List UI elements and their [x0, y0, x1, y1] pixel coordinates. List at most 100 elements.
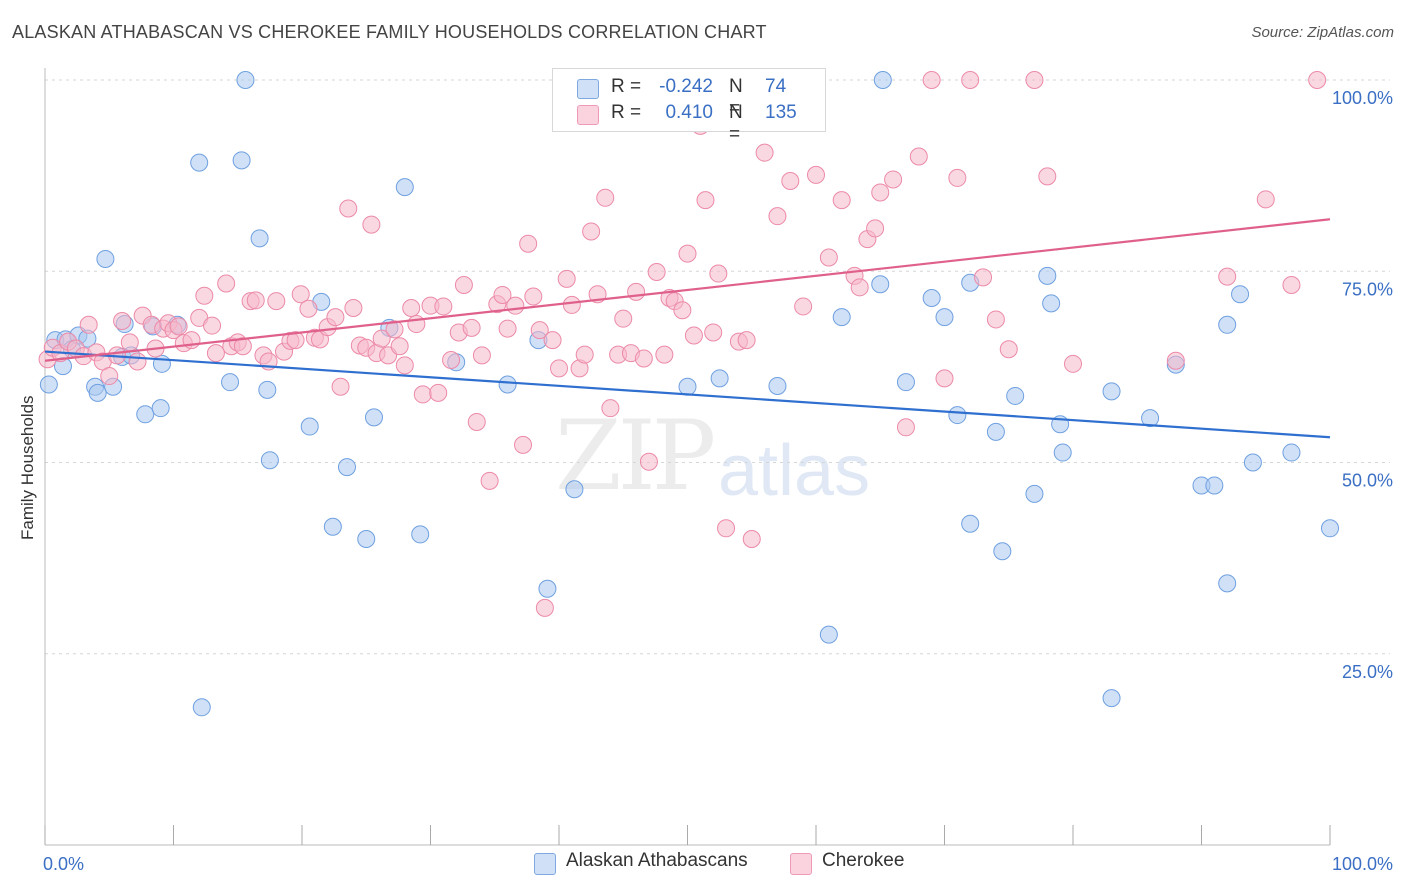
- point-cherokee: [742, 530, 761, 548]
- point-cherokee: [922, 71, 941, 89]
- point-athabascan: [986, 422, 1005, 441]
- point-cherokee: [819, 248, 838, 267]
- point-cherokee: [737, 331, 756, 350]
- legend-n-value: 74: [765, 76, 787, 97]
- point-cherokee: [267, 292, 286, 311]
- point-cherokee: [866, 219, 885, 238]
- legend-r-label: R =: [611, 76, 642, 97]
- point-athabascan: [1102, 689, 1121, 708]
- point-cherokee: [678, 244, 697, 263]
- point-cherokee: [601, 399, 620, 418]
- point-cherokee: [454, 276, 473, 295]
- point-cherokee: [203, 316, 222, 335]
- y-tick-label: 75.0%: [1342, 279, 1393, 299]
- legend-swatch-cherokee: [790, 853, 812, 875]
- point-athabascan: [411, 525, 430, 544]
- x-tick-label-left: 0.0%: [43, 854, 84, 874]
- point-cherokee: [128, 352, 147, 371]
- point-cherokee: [850, 278, 869, 297]
- point-athabascan: [678, 377, 697, 396]
- point-cherokee: [1308, 71, 1327, 89]
- point-athabascan: [258, 380, 277, 399]
- point-cherokee: [385, 320, 404, 339]
- point-cherokee: [120, 333, 139, 352]
- point-athabascan: [1006, 386, 1025, 405]
- point-athabascan: [395, 178, 414, 197]
- point-cherokee: [655, 345, 674, 364]
- point-cherokee: [362, 215, 381, 234]
- point-athabascan: [1205, 476, 1224, 495]
- point-athabascan: [768, 377, 787, 395]
- point-cherokee: [614, 309, 633, 328]
- point-athabascan: [1321, 519, 1339, 538]
- point-cherokee: [79, 315, 98, 334]
- point-cherokee: [344, 298, 363, 317]
- point-athabascan: [993, 542, 1012, 561]
- point-athabascan: [922, 289, 941, 308]
- y-axis-label: Family Households: [18, 395, 37, 540]
- point-cherokee: [467, 412, 486, 431]
- point-cherokee: [514, 435, 533, 454]
- point-cherokee: [961, 71, 980, 89]
- point-cherokee: [429, 383, 448, 402]
- point-athabascan: [323, 517, 342, 536]
- point-cherokee: [1064, 354, 1082, 373]
- point-cherokee: [530, 321, 549, 340]
- tick-labels: 25.0% 50.0% 75.0% 100.0% 0.0% 100.0%: [43, 88, 1393, 874]
- point-cherokee: [1025, 71, 1044, 89]
- point-cherokee: [794, 297, 813, 316]
- point-athabascan: [236, 71, 255, 89]
- point-athabascan: [39, 375, 58, 394]
- chart-title: ALASKAN ATHABASCAN VS CHEROKEE FAMILY HO…: [12, 22, 767, 42]
- point-cherokee: [519, 234, 538, 253]
- point-cherokee: [402, 298, 421, 317]
- y-tick-label: 50.0%: [1342, 471, 1393, 491]
- legend-r-label: R =: [611, 102, 642, 123]
- point-athabascan: [1102, 382, 1121, 401]
- point-athabascan: [260, 451, 279, 470]
- point-cherokee: [582, 222, 601, 241]
- point-cherokee: [1166, 351, 1185, 370]
- point-athabascan: [948, 406, 967, 425]
- point-cherokee: [195, 286, 214, 305]
- legend-label-cherokee: Cherokee: [822, 850, 905, 871]
- point-cherokee: [884, 170, 903, 189]
- point-athabascan: [357, 530, 376, 548]
- point-athabascan: [710, 369, 729, 388]
- point-athabascan: [832, 308, 851, 327]
- point-athabascan: [190, 153, 209, 172]
- point-cherokee: [100, 367, 119, 386]
- point-cherokee: [896, 418, 915, 437]
- point-athabascan: [1025, 484, 1044, 503]
- point-athabascan: [873, 71, 892, 89]
- point-athabascan: [1282, 443, 1301, 462]
- point-cherokee: [832, 191, 851, 210]
- point-athabascan: [1218, 315, 1237, 334]
- point-cherokee: [442, 350, 461, 369]
- point-cherokee: [627, 282, 646, 301]
- point-cherokee: [434, 297, 453, 316]
- point-cherokee: [286, 331, 305, 350]
- trend-line-cherokee: [44, 218, 1331, 362]
- point-cherokee: [781, 171, 800, 190]
- legend-swatch-athabascan: [534, 853, 556, 875]
- point-cherokee: [339, 199, 358, 218]
- point-cherokee: [493, 285, 512, 304]
- point-athabascan: [1218, 574, 1237, 593]
- point-cherokee: [986, 310, 1005, 329]
- point-athabascan: [961, 514, 980, 533]
- point-athabascan: [221, 373, 240, 392]
- point-athabascan: [1053, 443, 1072, 462]
- point-cherokee: [113, 311, 132, 330]
- point-cherokee: [647, 263, 666, 282]
- point-cherokee: [596, 188, 615, 207]
- point-cherokee: [557, 269, 576, 288]
- point-athabascan: [871, 275, 890, 294]
- point-cherokee: [472, 346, 491, 365]
- point-cherokee: [217, 274, 236, 293]
- point-cherokee: [768, 207, 787, 226]
- legend-swatch-cherokee: [577, 105, 599, 125]
- x-tick-label-right: 100.0%: [1332, 854, 1393, 874]
- point-cherokee: [299, 299, 318, 318]
